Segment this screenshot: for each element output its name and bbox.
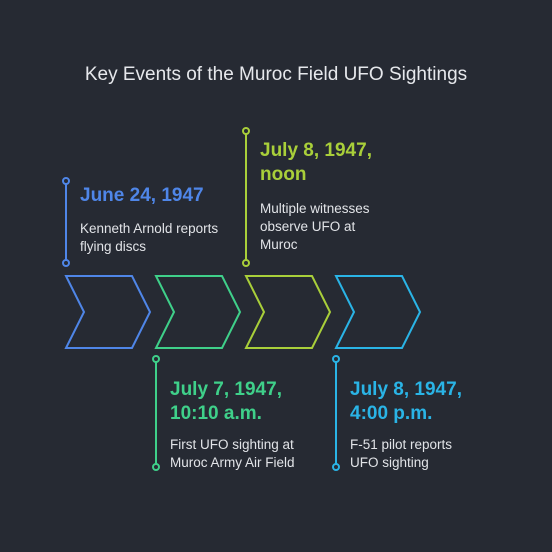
event-1-description: Kenneth Arnold reports flying discs [80,221,219,254]
event-3-top-dot [242,127,250,135]
event-4-chevron [334,275,422,349]
event-1-marker [62,177,70,267]
event-2-bottom-dot [152,463,160,471]
event-1-bottom-dot [62,259,70,267]
event-3-bottom-dot [242,259,250,267]
event-3-marker [242,127,250,267]
event-1-chevron [64,275,152,349]
event-3-chevron [244,275,332,349]
event-4-date: July 8, 1947, 4:00 p.m. [350,379,462,424]
event-4-bottom-dot [332,463,340,471]
event-4-marker [332,355,340,471]
event-4-description: F-51 pilot reports UFO sighting [350,437,453,470]
event-2-description: First UFO sighting at Muroc Army Air Fie… [170,437,295,470]
diagram-title: Key Events of the Muroc Field UFO Sighti… [84,64,468,85]
event-2-marker [152,355,160,471]
event-1-top-dot [62,177,70,185]
event-2-top-dot [152,355,160,363]
event-2-date: July 7, 1947, 10:10 a.m. [170,379,282,424]
event-3-description: Multiple witnesses observe UFO at Muroc [260,201,370,252]
event-3-date: July 8, 1947, noon [260,140,372,185]
event-1-date: June 24, 1947 [80,185,204,206]
event-4-top-dot [332,355,340,363]
event-2-chevron [154,275,242,349]
